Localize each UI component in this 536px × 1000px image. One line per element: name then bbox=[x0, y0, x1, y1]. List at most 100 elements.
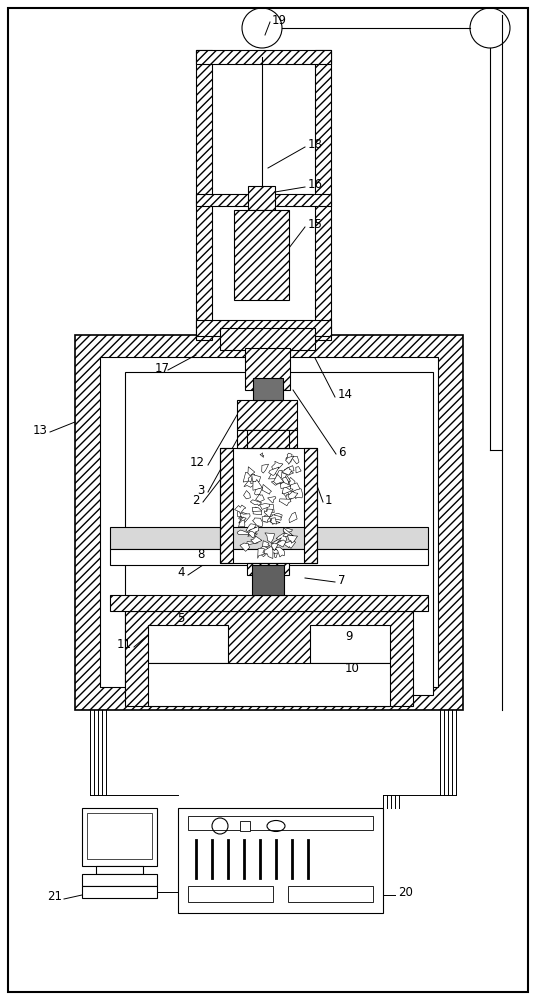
Bar bbox=[148, 625, 228, 663]
Polygon shape bbox=[269, 471, 279, 479]
Polygon shape bbox=[235, 505, 246, 514]
Polygon shape bbox=[287, 535, 297, 543]
Polygon shape bbox=[273, 475, 284, 484]
Bar bbox=[110, 527, 428, 549]
Bar bbox=[96, 866, 143, 874]
Polygon shape bbox=[272, 461, 283, 469]
Polygon shape bbox=[249, 526, 259, 534]
Polygon shape bbox=[265, 533, 274, 543]
Polygon shape bbox=[286, 453, 292, 462]
Polygon shape bbox=[274, 513, 282, 518]
Text: 15: 15 bbox=[308, 219, 323, 232]
Polygon shape bbox=[275, 547, 285, 557]
Text: 12: 12 bbox=[190, 456, 205, 470]
Polygon shape bbox=[270, 520, 280, 524]
Polygon shape bbox=[274, 552, 278, 558]
Bar bbox=[196, 50, 331, 64]
Polygon shape bbox=[253, 479, 262, 490]
Bar bbox=[188, 816, 373, 830]
Polygon shape bbox=[248, 467, 255, 476]
Polygon shape bbox=[264, 546, 273, 559]
Polygon shape bbox=[239, 512, 250, 522]
Text: 13: 13 bbox=[33, 424, 48, 436]
Polygon shape bbox=[243, 491, 250, 499]
Polygon shape bbox=[252, 474, 260, 482]
Bar bbox=[82, 886, 157, 898]
Polygon shape bbox=[293, 489, 303, 499]
Text: 18: 18 bbox=[308, 138, 323, 151]
Bar bbox=[87, 813, 152, 859]
Bar bbox=[315, 50, 331, 340]
Bar bbox=[288, 886, 373, 902]
Polygon shape bbox=[285, 456, 294, 464]
Bar bbox=[253, 378, 283, 400]
Polygon shape bbox=[240, 543, 250, 551]
Polygon shape bbox=[252, 518, 263, 527]
Bar bbox=[247, 563, 289, 575]
Polygon shape bbox=[282, 469, 294, 475]
Polygon shape bbox=[252, 508, 262, 511]
Text: 7: 7 bbox=[338, 574, 346, 586]
Polygon shape bbox=[286, 466, 294, 472]
Bar bbox=[248, 186, 275, 210]
Text: 5: 5 bbox=[177, 611, 185, 624]
Polygon shape bbox=[247, 542, 258, 545]
Polygon shape bbox=[237, 530, 249, 534]
Polygon shape bbox=[269, 515, 281, 520]
Polygon shape bbox=[266, 504, 274, 513]
Bar bbox=[220, 328, 315, 350]
Polygon shape bbox=[290, 483, 301, 492]
Polygon shape bbox=[251, 474, 258, 483]
Bar bbox=[196, 320, 331, 336]
Polygon shape bbox=[284, 528, 293, 532]
Text: 20: 20 bbox=[398, 886, 413, 900]
Polygon shape bbox=[282, 487, 292, 494]
Polygon shape bbox=[277, 540, 286, 547]
Bar bbox=[196, 194, 331, 206]
Polygon shape bbox=[271, 480, 284, 485]
Polygon shape bbox=[291, 456, 299, 464]
Bar bbox=[178, 808, 383, 913]
Polygon shape bbox=[282, 534, 292, 537]
Text: 6: 6 bbox=[338, 446, 346, 458]
Bar bbox=[247, 430, 289, 448]
Polygon shape bbox=[276, 470, 282, 479]
Polygon shape bbox=[270, 518, 277, 524]
Polygon shape bbox=[258, 548, 265, 558]
Bar bbox=[252, 565, 284, 595]
Bar bbox=[240, 821, 250, 831]
Polygon shape bbox=[262, 464, 269, 473]
Polygon shape bbox=[237, 511, 247, 518]
Text: 4: 4 bbox=[177, 566, 185, 580]
Bar bbox=[125, 372, 433, 695]
Bar bbox=[100, 357, 438, 687]
Bar bbox=[220, 448, 317, 563]
Bar bbox=[110, 549, 428, 565]
Polygon shape bbox=[279, 499, 291, 506]
Polygon shape bbox=[239, 516, 245, 527]
Polygon shape bbox=[288, 491, 298, 499]
Polygon shape bbox=[286, 495, 292, 502]
Text: 16: 16 bbox=[308, 178, 323, 192]
Bar bbox=[220, 448, 233, 563]
Bar bbox=[75, 335, 463, 710]
Text: 3: 3 bbox=[198, 484, 205, 496]
Polygon shape bbox=[250, 500, 262, 506]
Polygon shape bbox=[248, 529, 257, 536]
Polygon shape bbox=[283, 528, 293, 536]
Bar bbox=[310, 625, 390, 663]
Bar bbox=[245, 348, 290, 390]
Polygon shape bbox=[246, 524, 256, 533]
Polygon shape bbox=[272, 540, 279, 551]
Bar bbox=[234, 210, 289, 300]
Bar bbox=[125, 611, 413, 706]
Text: 8: 8 bbox=[198, 548, 205, 562]
Polygon shape bbox=[263, 541, 270, 548]
Polygon shape bbox=[248, 529, 256, 538]
Bar bbox=[82, 808, 157, 866]
Text: 11: 11 bbox=[117, 639, 132, 652]
Polygon shape bbox=[243, 472, 251, 482]
Text: 19: 19 bbox=[272, 13, 287, 26]
Polygon shape bbox=[259, 546, 270, 557]
Polygon shape bbox=[244, 481, 257, 487]
